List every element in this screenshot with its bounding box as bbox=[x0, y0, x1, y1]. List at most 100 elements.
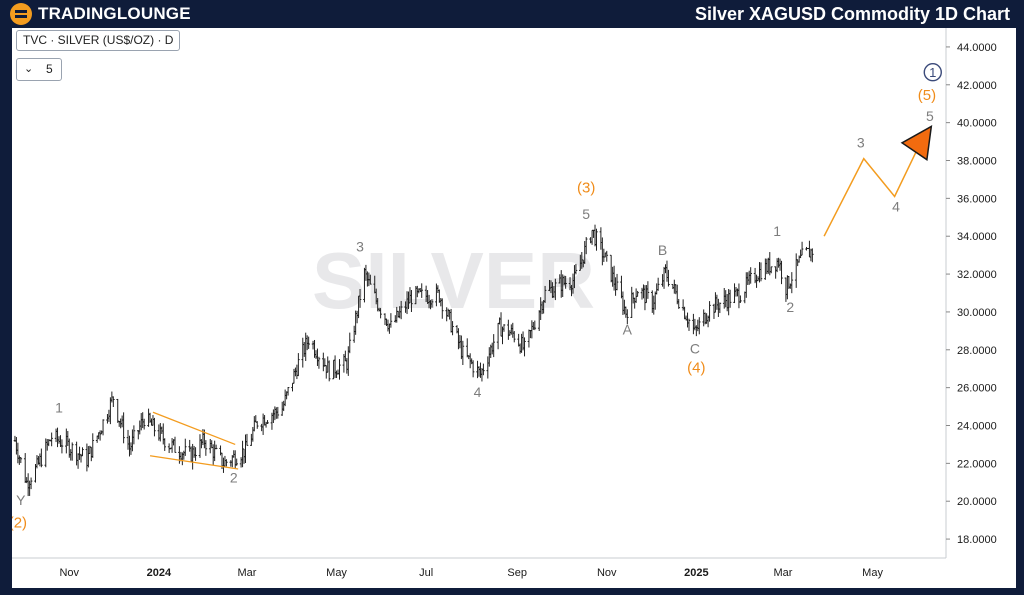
indicator-toggle[interactable]: ⌄ 5 bbox=[16, 58, 62, 81]
wave-labels: 1 Y (2) 2 3 4 (3) 5 A B C (4) 1 2 3 4 5 (5) 1 bbox=[12, 63, 942, 532]
candle bbox=[599, 227, 603, 250]
candle bbox=[87, 446, 90, 468]
candle bbox=[379, 307, 382, 319]
candle bbox=[664, 264, 667, 274]
candle bbox=[646, 281, 650, 299]
candle bbox=[229, 460, 233, 467]
candle bbox=[794, 253, 798, 288]
wave-label: A bbox=[623, 322, 633, 338]
candle bbox=[650, 290, 654, 313]
candle bbox=[614, 277, 617, 296]
candle bbox=[65, 428, 68, 454]
candle bbox=[126, 429, 130, 450]
candle bbox=[605, 250, 609, 262]
candle bbox=[717, 298, 720, 317]
candle bbox=[60, 439, 64, 454]
candle bbox=[746, 272, 750, 285]
drawings bbox=[149, 125, 933, 470]
candle bbox=[314, 350, 318, 359]
candle bbox=[302, 341, 306, 357]
candles bbox=[13, 224, 814, 497]
candle bbox=[150, 418, 153, 426]
x-tick-label: Nov bbox=[597, 567, 617, 579]
candle bbox=[38, 453, 42, 467]
candle bbox=[292, 368, 296, 384]
y-tick-label: 28.0000 bbox=[957, 345, 997, 357]
wave-label: 3 bbox=[356, 238, 364, 254]
wave-label: 5 bbox=[926, 108, 934, 124]
chevron-down-icon[interactable]: ⌄ bbox=[24, 63, 34, 75]
candle bbox=[260, 423, 263, 432]
candle bbox=[183, 438, 187, 456]
candle bbox=[57, 436, 61, 444]
channel-line bbox=[152, 411, 236, 446]
candle bbox=[18, 455, 21, 465]
candle bbox=[511, 322, 515, 338]
candle bbox=[15, 437, 18, 455]
candle bbox=[790, 272, 794, 294]
y-tick-label: 20.0000 bbox=[957, 496, 997, 508]
candle bbox=[634, 288, 638, 303]
y-tick-label: 42.0000 bbox=[957, 80, 997, 92]
brand-name: TRADINGLOUNGE bbox=[38, 4, 191, 23]
y-tick-label: 30.0000 bbox=[957, 307, 997, 319]
candle bbox=[517, 333, 520, 347]
candle bbox=[66, 430, 70, 447]
candle bbox=[609, 254, 613, 283]
candle bbox=[775, 258, 779, 273]
candle bbox=[715, 294, 719, 310]
x-tick-label: 2024 bbox=[147, 567, 172, 579]
candle bbox=[796, 259, 799, 267]
y-tick-label: 26.0000 bbox=[957, 383, 997, 395]
candle bbox=[26, 473, 30, 497]
candle bbox=[159, 423, 162, 442]
logo-icon bbox=[10, 3, 32, 25]
chart-title: Silver XAGUSD Commodity 1D Chart bbox=[694, 4, 1010, 24]
candle bbox=[621, 291, 625, 315]
candle bbox=[35, 455, 39, 469]
candle bbox=[527, 329, 531, 348]
candle bbox=[574, 263, 578, 275]
candle bbox=[45, 439, 49, 451]
candle bbox=[564, 275, 567, 289]
candle bbox=[160, 426, 164, 434]
candle bbox=[129, 442, 133, 455]
candle bbox=[291, 382, 294, 392]
x-tick-label: Mar bbox=[237, 567, 256, 579]
candle bbox=[667, 269, 670, 287]
candle bbox=[733, 283, 736, 304]
price-chart: SILVER 44.0000 42.0000 40.0000 38.0000 36.00… bbox=[12, 28, 997, 579]
candle bbox=[297, 353, 300, 377]
y-tick-label: 44.0000 bbox=[957, 42, 997, 54]
candle bbox=[725, 293, 729, 312]
candle bbox=[529, 330, 532, 339]
y-tick-label: 32.0000 bbox=[957, 269, 997, 281]
candle bbox=[294, 367, 297, 377]
candle bbox=[789, 283, 792, 289]
candle bbox=[778, 258, 782, 271]
candle bbox=[451, 321, 454, 336]
candle bbox=[188, 439, 191, 452]
candle bbox=[747, 270, 751, 285]
candle bbox=[225, 459, 228, 467]
candle bbox=[109, 397, 112, 425]
candle bbox=[724, 290, 728, 308]
wave-label: (4) bbox=[687, 360, 705, 377]
candle bbox=[681, 299, 685, 311]
candle bbox=[266, 420, 269, 424]
wave-label: 4 bbox=[474, 384, 482, 400]
wave-label: 1 bbox=[55, 399, 63, 415]
symbol-selector[interactable]: TVC · SILVER (US$/OZ) · D bbox=[16, 30, 181, 51]
candle bbox=[615, 273, 619, 291]
candle bbox=[16, 442, 20, 464]
candle bbox=[275, 407, 278, 419]
y-tick-label: 36.0000 bbox=[957, 193, 997, 205]
candle bbox=[461, 340, 465, 365]
candle bbox=[696, 319, 700, 332]
candle bbox=[652, 295, 656, 315]
candle bbox=[251, 426, 255, 442]
candle bbox=[338, 359, 341, 380]
candle bbox=[54, 428, 58, 443]
candle bbox=[695, 325, 698, 337]
candle bbox=[189, 446, 193, 463]
